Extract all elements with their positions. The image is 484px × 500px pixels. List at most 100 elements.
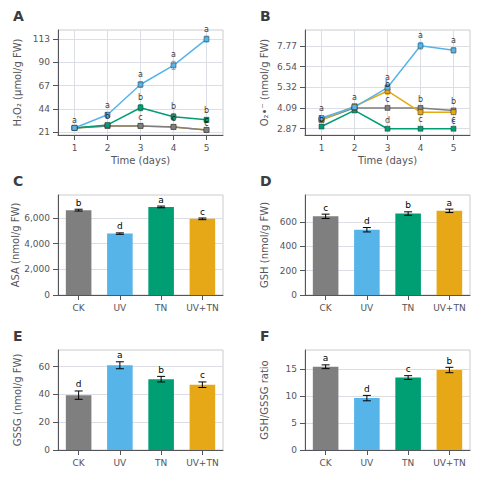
svg-text:a: a (138, 70, 143, 79)
svg-text:TN: TN (401, 458, 414, 468)
svg-text:a: a (323, 353, 329, 363)
svg-text:UV: UV (361, 303, 375, 313)
svg-text:0: 0 (44, 290, 50, 300)
svg-text:1: 1 (319, 143, 325, 153)
svg-text:UV: UV (114, 303, 128, 313)
svg-text:5.32: 5.32 (277, 82, 297, 92)
svg-text:113: 113 (33, 34, 50, 44)
svg-text:b: b (319, 115, 324, 124)
svg-text:c: c (385, 95, 389, 104)
svg-text:c: c (406, 364, 411, 374)
svg-text:0: 0 (291, 445, 297, 455)
svg-text:b: b (418, 95, 423, 104)
svg-text:a: a (72, 116, 77, 125)
svg-text:0: 0 (44, 445, 50, 455)
svg-text:5: 5 (204, 143, 210, 153)
svg-text:a: a (447, 198, 453, 208)
svg-text:b: b (171, 102, 176, 111)
svg-text:b: b (385, 80, 390, 89)
svg-text:21: 21 (39, 127, 50, 137)
svg-text:5: 5 (451, 143, 457, 153)
svg-text:67: 67 (39, 81, 50, 91)
svg-text:TN: TN (154, 458, 167, 468)
svg-text:10: 10 (286, 391, 298, 401)
svg-text:b: b (451, 97, 456, 106)
svg-text:20: 20 (39, 417, 51, 427)
svg-text:60: 60 (39, 362, 51, 372)
svg-text:a: a (117, 350, 123, 360)
svg-text:a: a (319, 104, 324, 113)
svg-text:a: a (418, 31, 423, 40)
svg-text:CK: CK (73, 303, 86, 313)
svg-text:a: a (352, 93, 357, 102)
svg-text:b: b (447, 356, 453, 366)
svg-text:b: b (76, 198, 82, 208)
svg-text:a: a (451, 36, 456, 45)
svg-text:A: A (13, 8, 24, 24)
svg-text:d: d (385, 116, 390, 125)
svg-text:c: c (323, 203, 328, 213)
svg-text:0: 0 (291, 290, 297, 300)
svg-text:d: d (364, 216, 370, 226)
svg-text:3: 3 (385, 143, 391, 153)
svg-text:b: b (204, 106, 209, 115)
svg-text:B: B (260, 8, 271, 24)
svg-text:D: D (260, 173, 272, 189)
svg-text:2: 2 (105, 143, 111, 153)
svg-text:44: 44 (39, 104, 51, 114)
svg-text:a: a (158, 195, 164, 205)
svg-text:7.77: 7.77 (277, 41, 297, 51)
svg-text:UV: UV (361, 458, 375, 468)
svg-text:c: c (204, 119, 208, 128)
svg-text:a: a (204, 25, 209, 34)
svg-text:UV+TN: UV+TN (433, 303, 466, 313)
svg-text:400: 400 (280, 241, 297, 251)
svg-text:4: 4 (418, 143, 424, 153)
svg-text:d: d (76, 379, 82, 389)
svg-text:F: F (260, 328, 270, 344)
svg-text:CK: CK (320, 303, 333, 313)
svg-text:a: a (171, 50, 176, 59)
svg-text:C: C (13, 173, 23, 189)
svg-text:b: b (405, 200, 411, 210)
svg-text:UV: UV (114, 458, 128, 468)
svg-text:c: c (418, 115, 422, 124)
svg-text:Time (days): Time (days) (110, 155, 170, 166)
svg-text:6.54: 6.54 (277, 62, 297, 72)
svg-text:b: b (138, 93, 143, 102)
svg-text:4,000: 4,000 (24, 239, 50, 249)
svg-text:UV+TN: UV+TN (433, 458, 466, 468)
svg-text:200: 200 (280, 266, 297, 276)
svg-text:90: 90 (39, 57, 51, 67)
svg-text:O₂•⁻ (nmol/g FW): O₂•⁻ (nmol/g FW) (259, 39, 270, 127)
svg-text:c: c (200, 370, 205, 380)
svg-text:40: 40 (39, 389, 51, 399)
svg-text:c: c (200, 207, 205, 217)
svg-text:2: 2 (352, 143, 358, 153)
svg-text:E: E (13, 328, 23, 344)
svg-text:ASA (nmol/g FW): ASA (nmol/g FW) (10, 203, 21, 288)
svg-text:CK: CK (320, 458, 333, 468)
svg-text:4.09: 4.09 (277, 103, 297, 113)
svg-text:c: c (171, 114, 175, 123)
svg-text:CK: CK (73, 458, 86, 468)
svg-text:6,000: 6,000 (24, 213, 50, 223)
svg-text:UV+TN: UV+TN (186, 303, 219, 313)
svg-text:a: a (105, 101, 110, 110)
svg-text:5: 5 (291, 418, 297, 428)
svg-text:3: 3 (138, 143, 144, 153)
svg-text:600: 600 (280, 217, 297, 227)
svg-text:Time (days): Time (days) (357, 155, 417, 166)
svg-text:d: d (364, 384, 370, 394)
svg-text:b: b (105, 112, 110, 121)
svg-text:b: b (158, 365, 164, 375)
svg-text:TN: TN (401, 303, 414, 313)
svg-text:4: 4 (171, 143, 177, 153)
svg-text:c: c (138, 113, 142, 122)
svg-text:15: 15 (286, 364, 297, 374)
svg-text:2,000: 2,000 (24, 264, 50, 274)
svg-text:GSH (nmol/g FW): GSH (nmol/g FW) (259, 202, 270, 288)
svg-text:H₂O₂ (μmol/g FW): H₂O₂ (μmol/g FW) (12, 38, 23, 126)
svg-text:TN: TN (154, 303, 167, 313)
svg-text:UV+TN: UV+TN (186, 458, 219, 468)
